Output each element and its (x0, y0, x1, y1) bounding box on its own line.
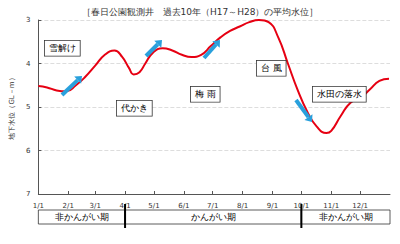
svg-text:11/1: 11/1 (323, 202, 339, 210)
svg-text:3: 3 (26, 16, 30, 24)
svg-text:9/1: 9/1 (267, 202, 278, 210)
svg-text:5: 5 (26, 103, 30, 111)
svg-text:地下水位（GL－m）: 地下水位（GL－m） (8, 74, 16, 140)
svg-text:3/1: 3/1 (90, 202, 101, 210)
svg-text:2/1: 2/1 (63, 202, 74, 210)
svg-text:代かき: 代かき (120, 103, 148, 113)
svg-text:非かんがい期: 非かんがい期 (55, 212, 109, 222)
svg-text:4/1: 4/1 (119, 201, 131, 210)
svg-text:10/1: 10/1 (293, 201, 310, 210)
svg-text:1/1: 1/1 (33, 202, 44, 210)
svg-text:6/1: 6/1 (178, 202, 189, 210)
svg-text:梅 雨: 梅 雨 (194, 89, 216, 99)
svg-text:［春日公園観測井 過去10年（H17～H28）の平均水位］: ［春日公園観測井 過去10年（H17～H28）の平均水位］ (82, 7, 319, 17)
svg-text:水田の落水: 水田の落水 (317, 89, 362, 99)
svg-text:雪解け: 雪解け (49, 43, 76, 53)
svg-text:7/1: 7/1 (207, 202, 218, 210)
svg-text:6: 6 (26, 147, 31, 155)
svg-text:4: 4 (26, 60, 31, 68)
svg-text:8/1: 8/1 (237, 202, 248, 210)
svg-text:非かんがい期: 非かんがい期 (319, 212, 373, 222)
svg-text:12/1: 12/1 (352, 202, 368, 210)
svg-text:台 風: 台 風 (261, 63, 282, 73)
svg-text:5/1: 5/1 (148, 202, 159, 210)
svg-text:7: 7 (26, 190, 30, 198)
svg-text:かんがい期: かんがい期 (191, 212, 236, 222)
